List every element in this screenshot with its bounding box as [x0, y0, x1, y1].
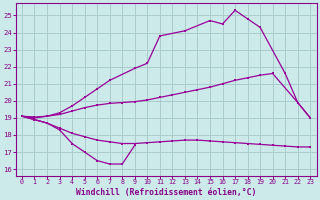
X-axis label: Windchill (Refroidissement éolien,°C): Windchill (Refroidissement éolien,°C) [76, 188, 256, 197]
